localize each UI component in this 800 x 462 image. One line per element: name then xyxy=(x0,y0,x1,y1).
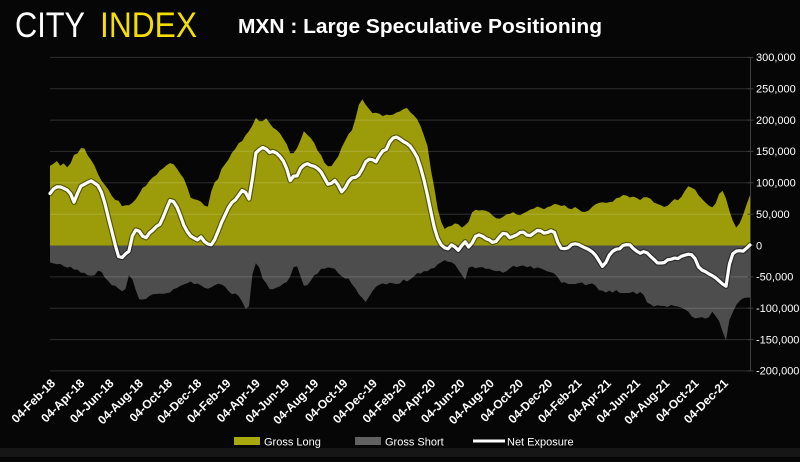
svg-text:200,000: 200,000 xyxy=(756,115,796,127)
svg-text:100,000: 100,000 xyxy=(756,178,796,190)
svg-text:Net Exposure: Net Exposure xyxy=(507,437,574,449)
svg-text:Gross Long: Gross Long xyxy=(264,437,321,449)
svg-text:-100,000: -100,000 xyxy=(756,303,799,315)
svg-text:-200,000: -200,000 xyxy=(756,366,799,378)
svg-text:50,000: 50,000 xyxy=(756,209,790,221)
svg-text:0: 0 xyxy=(756,240,762,252)
svg-text:INDEX: INDEX xyxy=(100,6,197,45)
svg-text:150,000: 150,000 xyxy=(756,146,796,158)
svg-text:250,000: 250,000 xyxy=(756,84,796,96)
svg-text:CITY: CITY xyxy=(15,6,85,45)
svg-text:300,000: 300,000 xyxy=(756,52,796,64)
svg-text:-50,000: -50,000 xyxy=(756,272,793,284)
svg-text:MXN : Large Speculative Positi: MXN : Large Speculative Positioning xyxy=(238,16,602,38)
svg-text:-150,000: -150,000 xyxy=(756,334,799,346)
svg-text:Gross Short: Gross Short xyxy=(385,437,444,449)
